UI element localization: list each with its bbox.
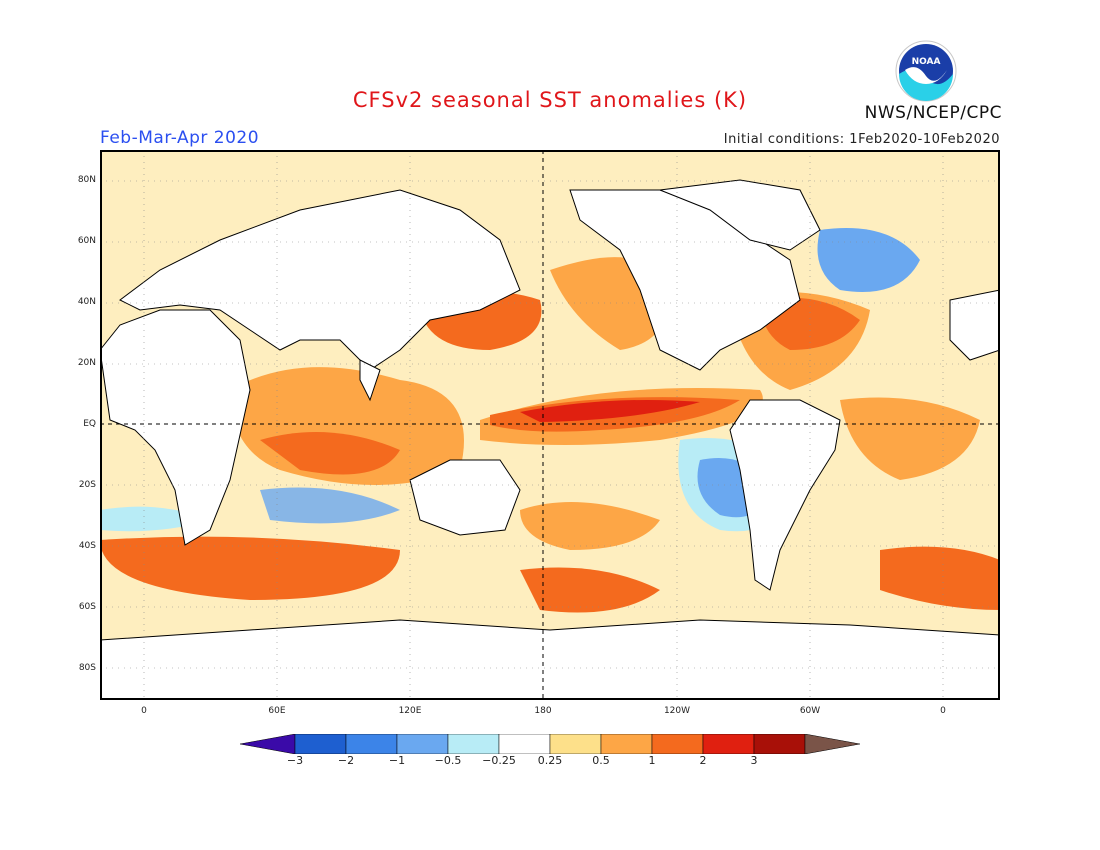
lat-label-eq: EQ (83, 419, 96, 429)
colorbar-label: 1 (648, 754, 656, 767)
greenland (659, 179, 821, 251)
noaa-logo-text: NOAA (912, 57, 941, 67)
colorbar-cell (447, 734, 500, 754)
sst-anomaly-map (100, 150, 1000, 700)
lon-label-0-west: 0 (141, 706, 147, 716)
colorbar-cell (498, 734, 551, 754)
india (359, 359, 381, 402)
colorbar-cell (651, 734, 704, 754)
lat-label-20s: 20S (78, 480, 96, 490)
colorbar-cell-min (240, 734, 296, 754)
colorbar-label: 0.5 (592, 754, 610, 767)
africa (100, 309, 251, 546)
lat-label-40n: 40N (77, 297, 96, 307)
lat-label-80n: 80N (77, 175, 96, 185)
colorbar-label: 3 (750, 754, 758, 767)
lon-label-60w: 60W (799, 706, 821, 716)
lon-label-120w: 120W (663, 706, 691, 716)
colorbar-label: 2 (699, 754, 707, 767)
map-frame (100, 150, 1000, 700)
colorbar-cell (549, 734, 602, 754)
map-canvas (100, 150, 1000, 700)
continents (100, 179, 1000, 700)
colorbar-label: −1 (388, 754, 406, 767)
noaa-logo: NOAA (895, 40, 957, 102)
initial-conditions-label: Initial conditions: 1Feb2020-10Feb2020 (723, 132, 1000, 147)
colorbar-cell (345, 734, 398, 754)
colorbar-label: −3 (286, 754, 304, 767)
lon-label-120e: 120E (398, 706, 422, 716)
colorbar-cell-max (804, 734, 860, 754)
lat-label-80s: 80S (78, 663, 96, 673)
colorbar-label: 0.25 (537, 754, 563, 767)
colorbar (240, 734, 860, 754)
colorbar-cell (396, 734, 449, 754)
colorbar-cell (753, 734, 806, 754)
europe-east-edge (949, 289, 1000, 361)
antarctica (100, 619, 1000, 700)
south-america (729, 399, 841, 591)
graticule (100, 150, 1000, 700)
lat-label-20n: 20N (77, 358, 96, 368)
colorbar-cell (294, 734, 347, 754)
lat-label-60s: 60S (78, 602, 96, 612)
agency-label: NWS/NCEP/CPC (864, 103, 1002, 123)
colorbar-label: −0.5 (434, 754, 462, 767)
lat-label-40s: 40S (78, 541, 96, 551)
australia (409, 459, 521, 536)
lon-label-180: 180 (534, 706, 552, 716)
lon-label-0-east: 0 (940, 706, 946, 716)
colorbar-cell (702, 734, 755, 754)
lat-label-60n: 60N (77, 236, 96, 246)
anomaly-fields (100, 150, 1000, 700)
colorbar-label: −2 (337, 754, 355, 767)
colorbar-label: −0.25 (482, 754, 516, 767)
eurasia (119, 189, 521, 371)
lon-label-60e: 60E (268, 706, 286, 716)
season-label: Feb-Mar-Apr 2020 (100, 128, 260, 148)
map-title: CFSv2 seasonal SST anomalies (K) (352, 88, 748, 112)
colorbar-cell (600, 734, 653, 754)
